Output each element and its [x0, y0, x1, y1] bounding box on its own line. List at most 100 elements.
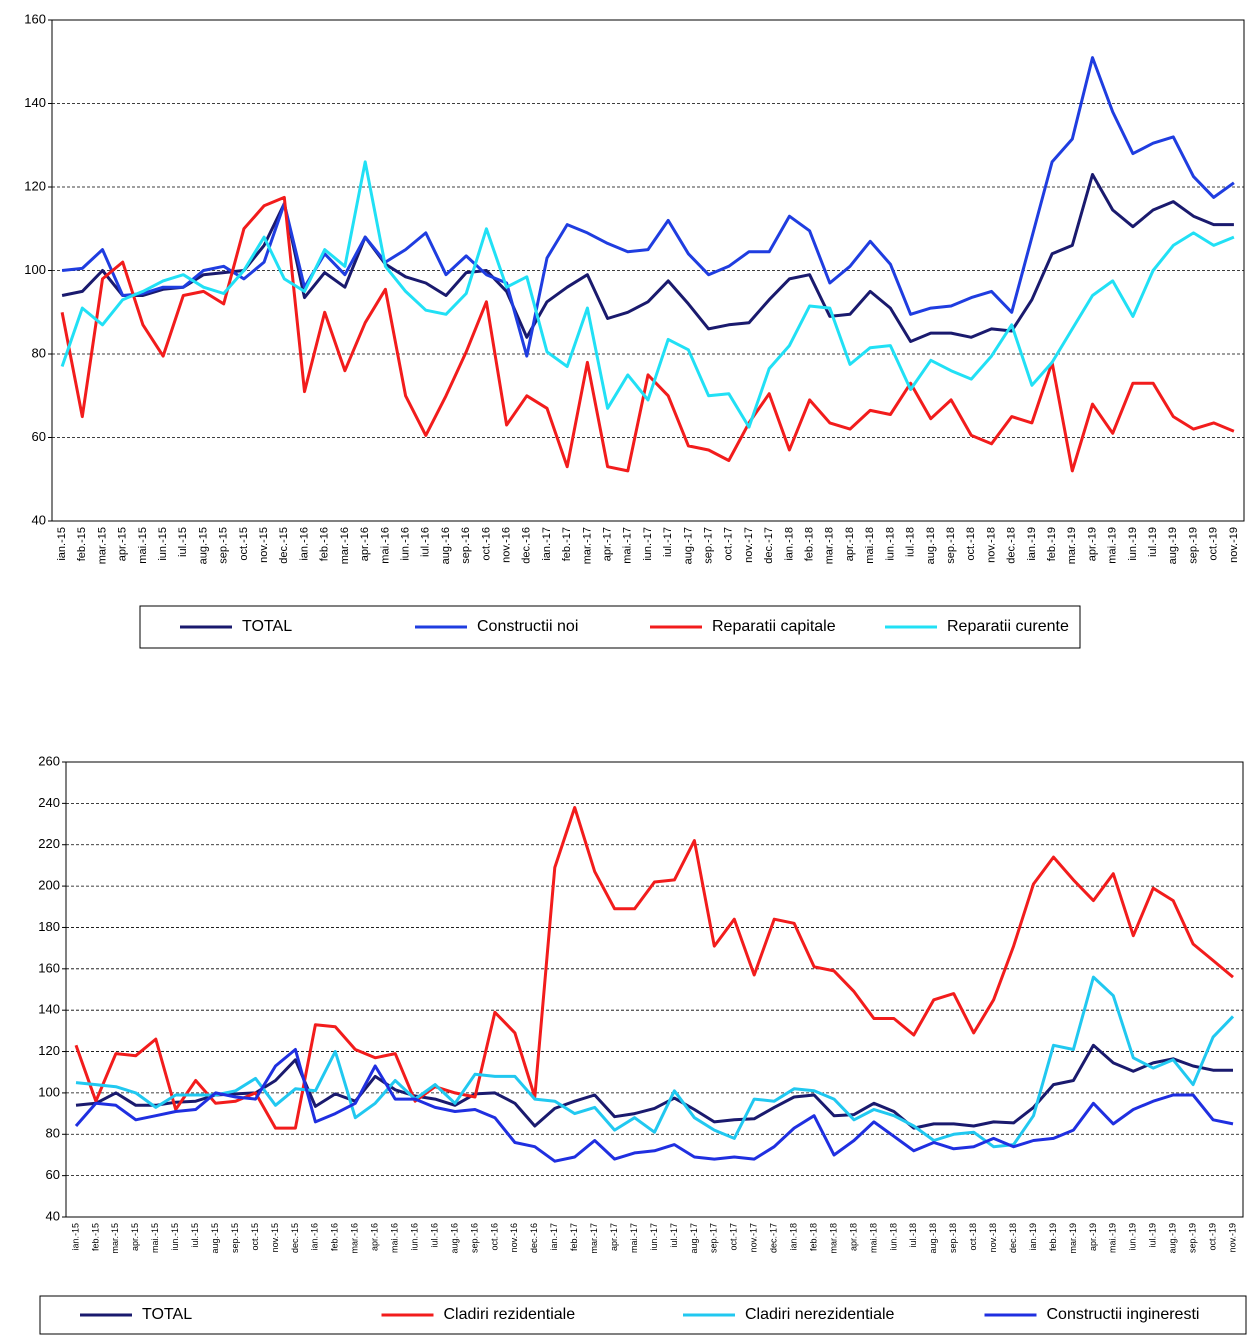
x-tick-label: dec.-18 — [1006, 527, 1018, 564]
x-tick-label: feb.-15 — [76, 527, 88, 561]
series-line — [74, 806, 1234, 1130]
x-tick-label: nov.-18 — [988, 1223, 998, 1252]
x-tick-label: sep.-16 — [460, 527, 472, 564]
x-tick-label: ian.-16 — [298, 527, 310, 561]
x-tick-label: iul.-17 — [662, 527, 674, 557]
y-tick-label: 260 — [38, 753, 60, 768]
x-tick-label: iul.-18 — [905, 527, 917, 557]
plot-area — [65, 761, 1244, 1218]
x-tick-label: mai.-16 — [379, 527, 391, 564]
y-tick-label: 80 — [32, 345, 46, 360]
x-tick-label: apr.-17 — [609, 1223, 619, 1251]
x-tick-label: dec.-16 — [521, 527, 533, 564]
y-tick-label: 40 — [46, 1208, 60, 1223]
x-tick-label: oct.-19 — [1207, 1223, 1217, 1251]
x-tick-label: oct.-17 — [729, 1223, 739, 1251]
x-tick-label: mai.-18 — [864, 527, 876, 564]
x-tick-label: ian.-17 — [541, 527, 553, 561]
x-tick-label: oct.-15 — [238, 527, 250, 561]
x-tick-label: dec.-15 — [278, 527, 290, 564]
x-tick-label: ian.-18 — [783, 527, 795, 561]
y-tick-label: 240 — [38, 795, 60, 810]
x-tick-label: mar.-18 — [824, 527, 836, 564]
x-tick-label: mar.-17 — [589, 1223, 599, 1254]
x-tick-label: iul.-16 — [429, 1223, 439, 1248]
x-tick-label: iul.-15 — [177, 527, 189, 557]
x-tick-label: sep.-19 — [1187, 527, 1199, 564]
x-tick-label: iun.-18 — [884, 527, 896, 561]
x-tick-label: mai.-15 — [137, 527, 149, 564]
x-tick-label: mai.-19 — [1108, 1223, 1118, 1253]
x-tick-label: iul.-19 — [1148, 1223, 1158, 1248]
x-tick-label: iun.-17 — [649, 1223, 659, 1251]
x-tick-label: dec.-17 — [763, 527, 775, 564]
x-tick-label: nov.-17 — [749, 1223, 759, 1252]
x-tick-label: mar.-19 — [1068, 1223, 1078, 1254]
series-line — [74, 1048, 1234, 1163]
x-tick-label: nov.-16 — [509, 1223, 519, 1252]
legend-label: TOTAL — [242, 618, 292, 635]
x-tick-label: ian.-19 — [1026, 527, 1038, 561]
y-tick-label: 60 — [32, 429, 46, 444]
x-tick-label: apr.-18 — [848, 1223, 858, 1251]
y-tick-label: 140 — [38, 1002, 60, 1017]
x-tick-label: oct.-18 — [968, 1223, 978, 1251]
legend-label: Reparatii capitale — [712, 618, 836, 635]
x-tick-label: mar.-17 — [581, 527, 593, 564]
y-tick-label: 80 — [46, 1126, 60, 1141]
x-tick-label: oct.-16 — [480, 527, 492, 561]
x-tick-label: feb.-19 — [1046, 527, 1058, 561]
x-tick-label: iun.-19 — [1127, 527, 1139, 561]
x-tick-label: iun.-18 — [888, 1223, 898, 1251]
y-tick-label: 140 — [24, 95, 46, 110]
series-line — [61, 173, 1234, 343]
x-tick-label: oct.-17 — [723, 527, 735, 561]
x-tick-label: oct.-18 — [965, 527, 977, 561]
x-tick-label: mai.-19 — [1107, 527, 1119, 564]
x-tick-label: apr.-15 — [130, 1223, 140, 1251]
x-tick-label: mar.-16 — [339, 527, 351, 564]
x-tick-label: sep.-18 — [945, 527, 957, 564]
x-tick-label: aug.-18 — [925, 527, 937, 564]
x-tick-label: ian.-15 — [70, 1223, 80, 1251]
x-tick-label: apr.-19 — [1086, 527, 1098, 561]
x-tick-label: nov.-17 — [743, 527, 755, 563]
x-tick-label: feb.-17 — [569, 1223, 579, 1251]
y-tick-label: 200 — [38, 878, 60, 893]
x-tick-label: dec.-15 — [290, 1223, 300, 1253]
x-tick-label: aug.-16 — [449, 1223, 459, 1254]
x-tick-label: dec.-17 — [769, 1223, 779, 1253]
x-tick-label: feb.-18 — [804, 527, 816, 561]
x-tick-label: ian.-17 — [549, 1223, 559, 1251]
y-tick-label: 120 — [38, 1043, 60, 1058]
x-tick-label: nov.-15 — [258, 527, 270, 563]
x-tick-label: iul.-16 — [420, 527, 432, 557]
x-tick-label: nov.-15 — [270, 1223, 280, 1252]
x-tick-label: feb.-18 — [808, 1223, 818, 1251]
x-tick-label: dec.-18 — [1008, 1223, 1018, 1253]
x-tick-label: sep.-17 — [709, 1223, 719, 1253]
x-tick-label: mar.-19 — [1066, 527, 1078, 564]
x-tick-label: aug.-15 — [210, 1223, 220, 1254]
x-tick-label: mar.-15 — [110, 1223, 120, 1254]
x-tick-label: nov.-18 — [985, 527, 997, 563]
x-tick-label: apr.-19 — [1088, 1223, 1098, 1251]
y-tick-label: 60 — [46, 1167, 60, 1182]
series-line — [60, 160, 1235, 429]
legend-label: Reparatii curente — [947, 618, 1069, 635]
x-tick-label: apr.-16 — [359, 527, 371, 561]
x-tick-label: apr.-15 — [117, 527, 129, 561]
x-tick-label: sep.-18 — [948, 1223, 958, 1253]
x-tick-label: oct.-15 — [250, 1223, 260, 1251]
x-tick-label: mar.-16 — [350, 1223, 360, 1254]
x-tick-label: iun.-17 — [642, 527, 654, 561]
x-tick-label: nov.-16 — [500, 527, 512, 563]
x-tick-label: iun.-15 — [170, 1223, 180, 1251]
x-tick-label: ian.-16 — [310, 1223, 320, 1251]
x-tick-label: aug.-19 — [1168, 1223, 1178, 1254]
x-tick-label: iun.-16 — [399, 527, 411, 561]
legend-label: Cladiri nerezidentiale — [745, 1306, 895, 1323]
x-tick-label: iul.-18 — [908, 1223, 918, 1248]
x-tick-label: feb.-19 — [1048, 1223, 1058, 1251]
